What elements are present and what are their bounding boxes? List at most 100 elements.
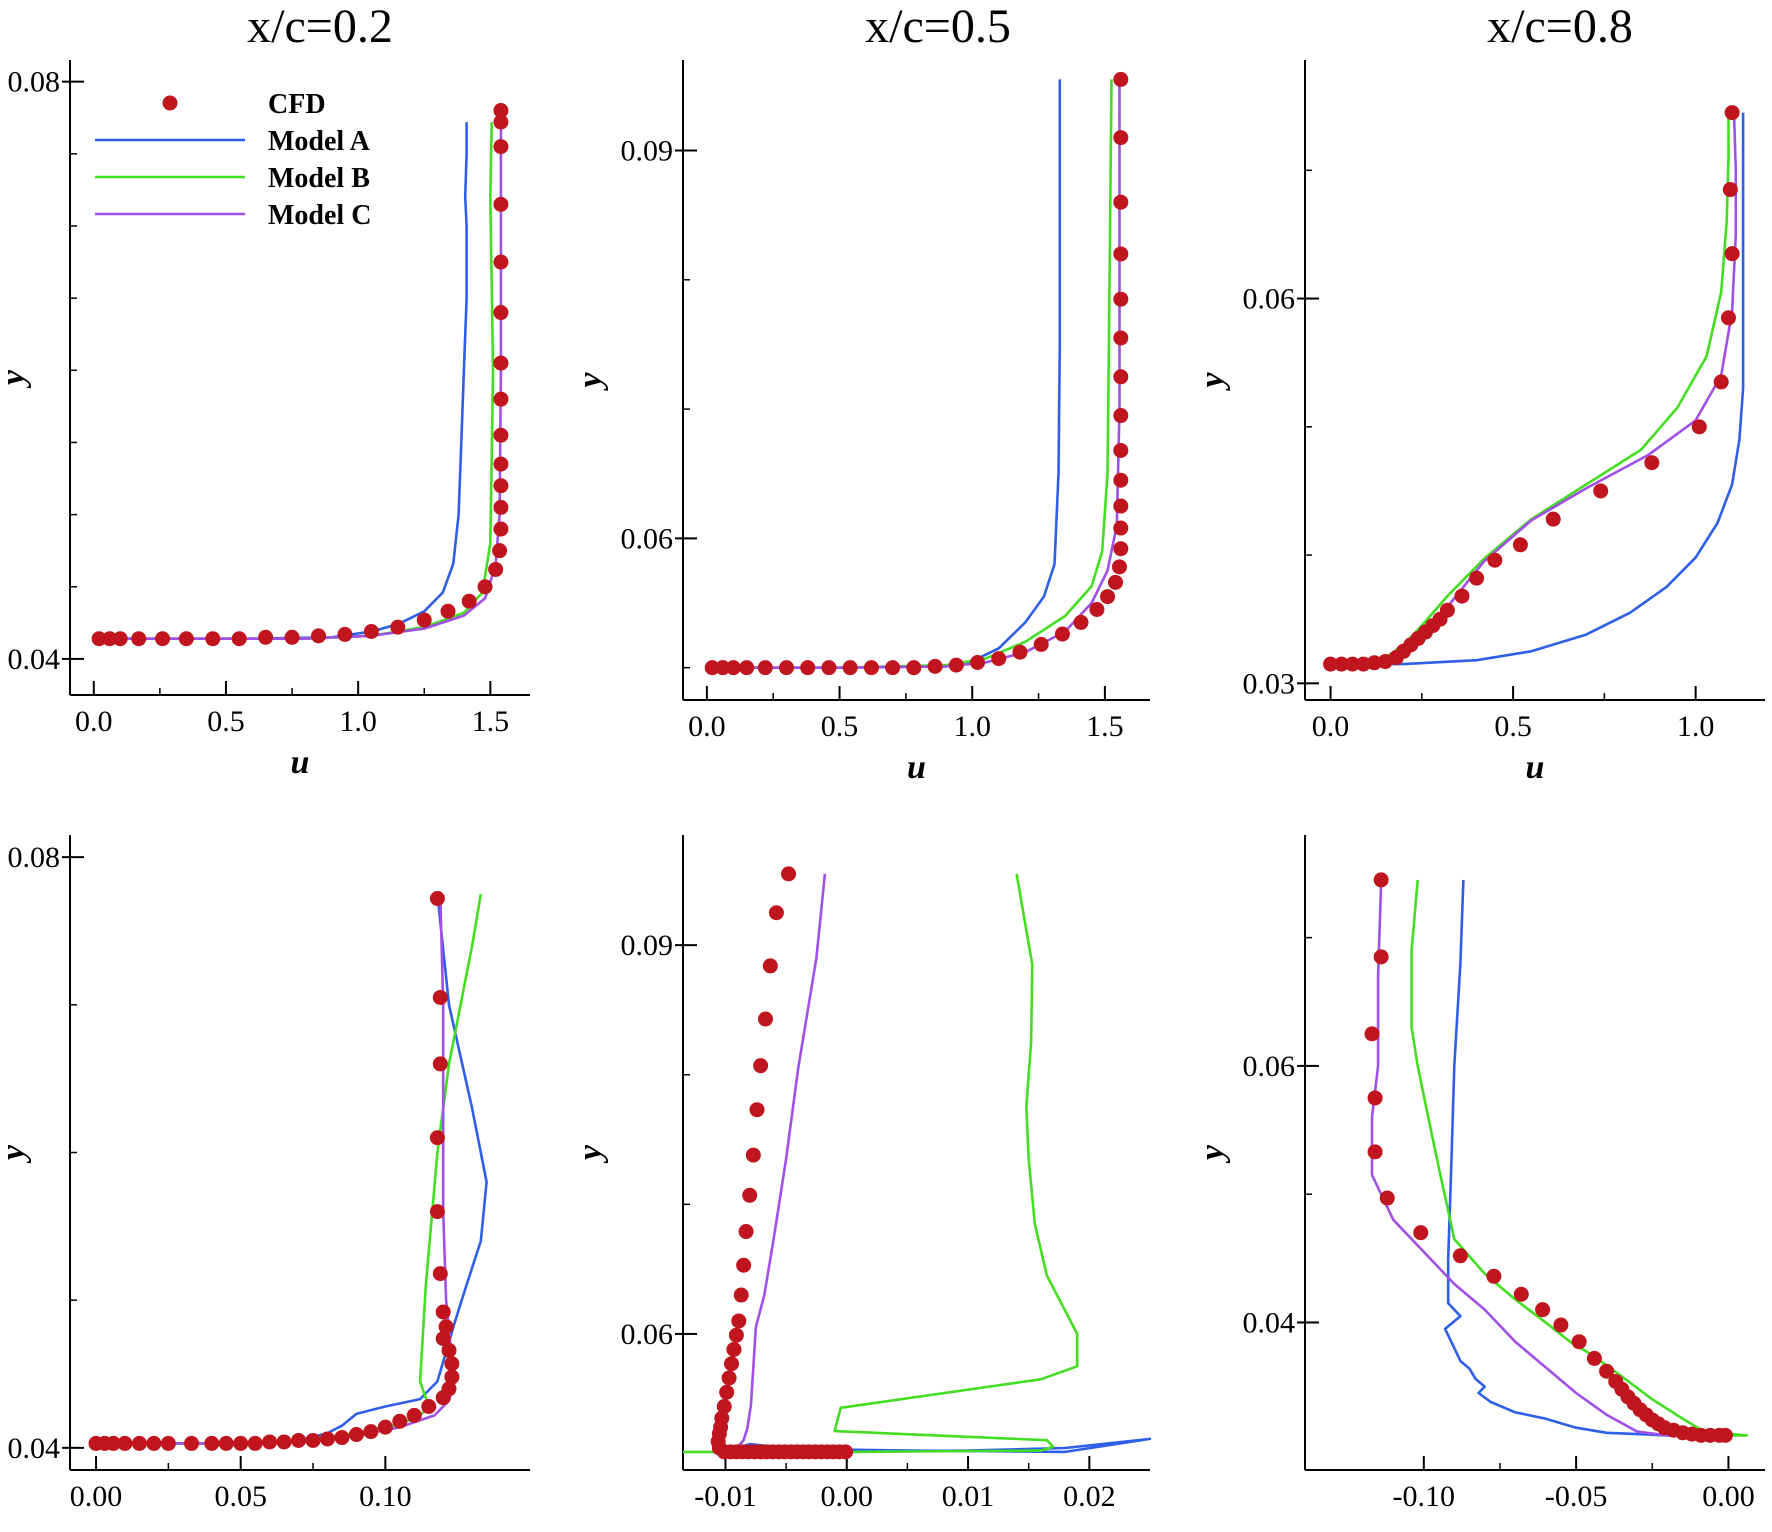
cfd-point xyxy=(715,660,731,676)
cfd-point xyxy=(863,660,879,676)
cfd-point xyxy=(205,631,221,647)
cfd-point xyxy=(1379,1190,1395,1206)
cfd-point xyxy=(1486,1268,1502,1284)
cfd-point xyxy=(1364,1026,1380,1042)
cfd-point xyxy=(204,1435,220,1451)
x-tick-label: 0.0 xyxy=(75,705,113,738)
legend-label: Model B xyxy=(268,163,370,194)
cfd-point xyxy=(1113,330,1129,346)
y-tick-label: 0.08 xyxy=(8,66,61,99)
cfd-point xyxy=(493,427,509,443)
cfd-point xyxy=(1113,246,1129,262)
legend-label: Model C xyxy=(268,200,371,231)
cfd-point xyxy=(731,1313,747,1329)
series-cfd-markers xyxy=(710,866,854,1460)
cfd-point xyxy=(493,499,509,515)
column-title-2: x/c=0.5 xyxy=(865,0,1011,53)
cfd-point xyxy=(493,139,509,155)
cfd-point xyxy=(838,1444,854,1460)
cfd-point xyxy=(1720,310,1736,326)
cfd-point xyxy=(1323,656,1339,672)
cfd-point xyxy=(1487,552,1503,568)
subplot-v-05: -0.01 0.00 0.01 0.02 0.06 0.09 v y xyxy=(572,835,1152,1532)
x-tick-label: 0.00 xyxy=(821,1480,874,1513)
cfd-point xyxy=(781,866,797,882)
cfd-point xyxy=(91,631,107,647)
cfd-point xyxy=(1334,656,1350,672)
x-tick-label: -0.01 xyxy=(694,1480,757,1513)
cfd-point xyxy=(842,660,858,676)
cfd-point xyxy=(778,660,794,676)
cfd-point xyxy=(1113,541,1129,557)
cfd-point xyxy=(363,624,379,639)
cfd-point xyxy=(1111,559,1127,575)
x-tick-label: 0.00 xyxy=(1702,1480,1755,1513)
cfd-point xyxy=(738,1224,754,1240)
cfd-point xyxy=(233,1435,249,1451)
cfd-point xyxy=(1724,246,1740,262)
cfd-point xyxy=(736,1257,752,1273)
cfd-point xyxy=(441,1342,457,1358)
cfd-point xyxy=(906,660,922,676)
cfd-point xyxy=(493,521,509,537)
cfd-point xyxy=(1599,1363,1615,1379)
x-axis-label: v xyxy=(909,1519,925,1532)
cfd-point xyxy=(716,1399,732,1414)
y-axis-label: y xyxy=(1194,1144,1231,1164)
cfd-point xyxy=(1373,872,1389,888)
y-axis-label: y xyxy=(1194,372,1231,392)
cfd-point xyxy=(1722,182,1738,198)
series-line-model-a xyxy=(1330,112,1745,666)
cfd-point xyxy=(1033,636,1049,652)
y-tick-label: 0.08 xyxy=(8,841,61,874)
cfd-point xyxy=(105,1435,121,1451)
cfd-point xyxy=(927,658,943,674)
cfd-point xyxy=(390,619,406,635)
cfd-point xyxy=(1113,291,1129,307)
legend-marker-cfd xyxy=(162,95,178,111)
cfd-point xyxy=(488,561,504,577)
cfd-point xyxy=(757,660,773,676)
legend-label: Model A xyxy=(268,126,371,157)
cfd-point xyxy=(1012,644,1028,660)
x-axis-label: v xyxy=(1527,1519,1543,1532)
cfd-point xyxy=(1054,626,1070,642)
series-cfd-markers xyxy=(88,891,460,1451)
x-tick-label: 0.5 xyxy=(1494,710,1532,743)
cfd-point xyxy=(1113,71,1129,87)
cfd-point xyxy=(1113,130,1129,146)
cfd-point xyxy=(1113,194,1129,210)
cfd-point xyxy=(319,1431,335,1447)
y-tick-label: 0.04 xyxy=(8,643,61,676)
subplot-v-02: 0.00 0.05 0.10 0.04 0.08 v y xyxy=(0,835,530,1532)
cfd-point xyxy=(1113,520,1129,536)
cfd-point xyxy=(1113,408,1129,424)
cfd-point xyxy=(146,1435,162,1451)
cfd-point xyxy=(429,891,445,906)
cfd-point xyxy=(392,1413,408,1429)
cfd-point xyxy=(1367,1090,1383,1106)
y-axis-label: y xyxy=(572,1144,609,1164)
series-line-model-b xyxy=(1410,879,1748,1437)
x-tick-label: 1.0 xyxy=(953,710,991,743)
cfd-point xyxy=(1535,1302,1551,1318)
cfd-point xyxy=(1454,588,1470,604)
x-tick-label: 0.5 xyxy=(207,705,245,738)
cfd-point xyxy=(247,1435,263,1451)
cfd-point xyxy=(1571,1334,1587,1350)
cfd-point xyxy=(112,631,128,647)
cfd-point xyxy=(728,1327,744,1343)
cfd-point xyxy=(739,660,755,676)
x-tick-label: 0.5 xyxy=(821,710,859,743)
x-tick-label: 0.05 xyxy=(214,1480,267,1513)
cfd-point xyxy=(363,1424,379,1440)
y-tick-label: 0.09 xyxy=(621,929,674,962)
cfd-point xyxy=(477,579,493,595)
cfd-point xyxy=(432,989,448,1005)
cfd-point xyxy=(291,1432,307,1448)
cfd-point xyxy=(492,543,508,559)
cfd-point xyxy=(184,1435,200,1451)
cfd-point xyxy=(160,1435,176,1451)
x-tick-label: -0.10 xyxy=(1393,1480,1456,1513)
cfd-point xyxy=(1644,455,1660,471)
